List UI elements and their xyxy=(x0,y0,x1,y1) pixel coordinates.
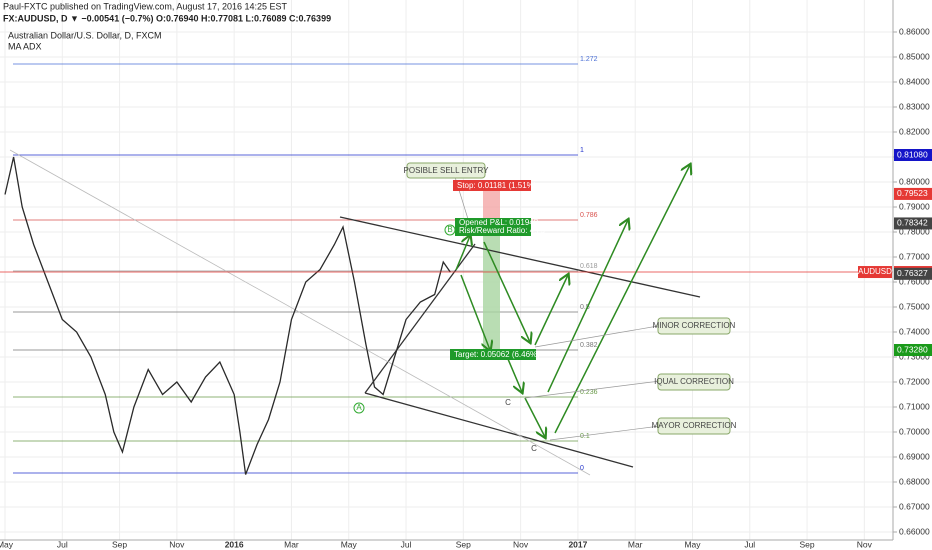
fib-label: 0.786 xyxy=(580,212,598,219)
callout-box xyxy=(657,373,731,391)
y-tick-label: 0.80000 xyxy=(899,176,930,186)
stop-box xyxy=(453,180,531,191)
price-badge-text: 0.73280 xyxy=(897,344,928,354)
price-badge xyxy=(894,217,932,230)
indicators: MA ADX xyxy=(8,41,42,51)
header-line: FX:AUDUSD, D ▼ −0.00541 (−0.7%) O:0.7694… xyxy=(3,13,331,23)
x-tick-label: May xyxy=(341,539,358,549)
symbol: Australian Dollar/U.S. Dollar, D, FXCM xyxy=(8,30,162,40)
target-zone xyxy=(483,232,500,350)
symbol-badge-text: AUDUSD xyxy=(858,267,892,276)
x-tick-label: Sep xyxy=(456,539,471,549)
y-tick-label: 0.76000 xyxy=(899,276,930,286)
x-tick-label: 2016 xyxy=(225,539,244,549)
fib-label: 0.1 xyxy=(580,433,590,440)
symbol-badge xyxy=(858,266,892,279)
y-tick-label: 0.68000 xyxy=(899,476,930,486)
y-tick-label: 0.85000 xyxy=(899,51,930,61)
price-badge-text: 0.78342 xyxy=(897,218,928,228)
callout-box xyxy=(657,417,731,435)
price-badge xyxy=(894,149,932,161)
wave-label: C xyxy=(531,444,537,453)
fib-label: 1 xyxy=(580,147,584,154)
y-tick-label: 0.86000 xyxy=(899,26,930,36)
header-line: Paul-FXTC published on TradingView.com, … xyxy=(3,1,288,11)
x-tick-label: Nov xyxy=(857,539,873,549)
wave-label: C xyxy=(505,398,511,407)
callout-text: IQUAL CORRECTION xyxy=(654,377,734,386)
price-badge xyxy=(894,267,932,280)
x-tick-label: May xyxy=(684,539,701,549)
y-tick-label: 0.72000 xyxy=(899,376,930,386)
y-tick-label: 0.66000 xyxy=(899,526,930,536)
y-tick-label: 0.71000 xyxy=(899,401,930,411)
target-box xyxy=(450,349,536,360)
y-tick-label: 0.82000 xyxy=(899,126,930,136)
callout-box xyxy=(406,162,486,179)
callout-text: MINOR CORRECTION xyxy=(653,321,736,330)
fib-label: 0.236 xyxy=(580,389,598,396)
target-text: Target: 0.05062 (6.46%) xyxy=(454,350,540,359)
x-tick-label: 2017 xyxy=(568,539,587,549)
y-tick-label: 0.69000 xyxy=(899,451,930,461)
x-tick-label: Sep xyxy=(800,539,815,549)
y-tick-label: 0.75000 xyxy=(899,301,930,311)
callout-text: POSIBLE SELL ENTRY xyxy=(404,166,490,175)
y-tick-label: 0.84000 xyxy=(899,76,930,86)
stop-text: Stop: 0.01181 (1.51%) xyxy=(457,181,537,190)
price-badge xyxy=(894,344,932,356)
y-tick-label: 0.70000 xyxy=(899,426,930,436)
pnl-box xyxy=(455,218,531,236)
x-tick-label: Mar xyxy=(284,539,299,549)
y-tick-label: 0.78000 xyxy=(899,226,930,236)
y-tick-label: 0.77000 xyxy=(899,251,930,261)
wave-label: A xyxy=(356,403,362,412)
fib-label: 0.5 xyxy=(580,304,590,311)
pnl-text: Opened P&L: 0.01943 xyxy=(459,218,539,227)
x-tick-label: May xyxy=(0,539,14,549)
price-badge xyxy=(894,187,932,200)
fib-label: 0.618 xyxy=(580,263,598,270)
x-tick-label: Sep xyxy=(112,539,127,549)
x-tick-label: Jul xyxy=(57,539,68,549)
rr-text: Risk/Reward Ratio: 4.29 xyxy=(459,226,546,235)
y-tick-label: 0.67000 xyxy=(899,501,930,511)
price-badge-text: 0.76327 xyxy=(897,268,928,278)
y-tick-label: 0.79000 xyxy=(899,201,930,211)
projection-arrows xyxy=(455,165,690,437)
price-line xyxy=(4,156,451,475)
wave-marker xyxy=(353,402,365,414)
x-tick-label: Jul xyxy=(744,539,755,549)
price-badge-text: 0.81080 xyxy=(897,149,928,159)
price-badge-text: 0.79523 xyxy=(897,188,928,198)
y-tick-label: 0.74000 xyxy=(899,326,930,336)
x-tick-label: Nov xyxy=(169,539,185,549)
wave-label: B xyxy=(447,225,452,234)
trendlines xyxy=(9,149,701,476)
x-tick-label: Jul xyxy=(401,539,412,549)
y-tick-label: 0.83000 xyxy=(899,101,930,111)
fib-label: 0.382 xyxy=(580,342,598,349)
y-tick-label: 0.73000 xyxy=(899,351,930,361)
x-tick-label: Mar xyxy=(628,539,643,549)
callout-box xyxy=(657,317,731,335)
x-tick-label: Nov xyxy=(513,539,529,549)
fib-label: 0 xyxy=(580,465,584,472)
fib-label: 1.272 xyxy=(580,56,598,63)
wave-marker xyxy=(444,224,456,236)
callout-text: MAYOR CORRECTION xyxy=(652,421,737,430)
